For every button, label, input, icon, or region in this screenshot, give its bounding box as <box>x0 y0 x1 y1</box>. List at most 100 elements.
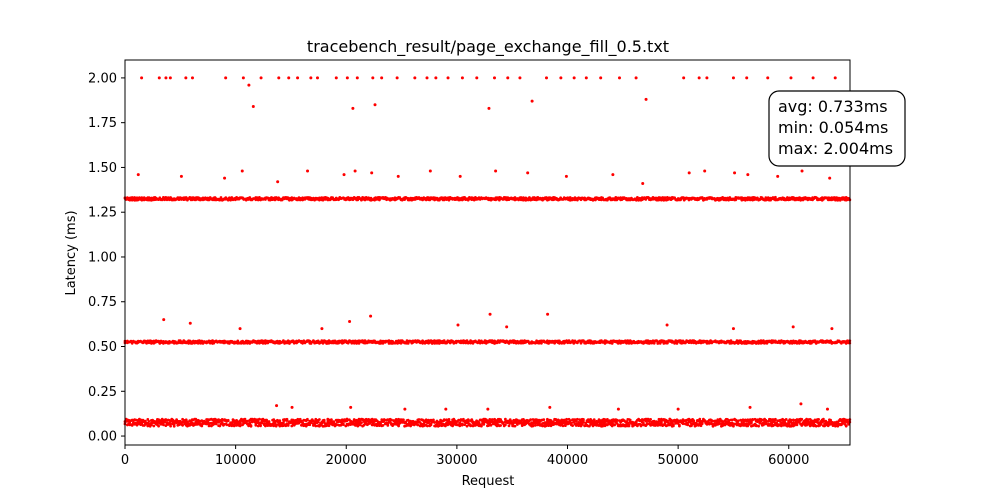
data-point <box>353 169 357 173</box>
y-tick-label: 0.25 <box>88 385 117 400</box>
data-point <box>800 169 804 173</box>
y-tick-label: 1.50 <box>88 161 117 176</box>
data-point <box>296 76 300 80</box>
x-tick-label: 40000 <box>547 453 588 468</box>
data-point <box>342 173 346 177</box>
stats-box: avg: 0.733ms min: 0.054ms max: 2.004ms <box>768 90 906 167</box>
data-point <box>396 174 400 178</box>
data-point <box>348 319 352 323</box>
data-point <box>446 76 450 80</box>
chart-title: tracebench_result/page_exchange_fill_0.5… <box>307 37 669 57</box>
data-point <box>546 312 550 316</box>
data-point <box>320 327 324 331</box>
data-point <box>190 76 194 80</box>
data-point <box>746 173 750 177</box>
data-point <box>745 76 749 80</box>
data-point <box>460 76 464 80</box>
data-points <box>123 76 852 428</box>
data-point <box>505 325 509 329</box>
data-point <box>584 76 588 80</box>
data-point <box>766 76 770 80</box>
y-axis: 0.00 0.25 0.50 0.75 1.00 1.25 1.50 1.75 2.00 <box>88 71 125 445</box>
data-point <box>475 76 479 80</box>
data-point <box>676 407 680 411</box>
data-point <box>349 405 353 409</box>
data-point <box>828 176 832 180</box>
data-point <box>665 323 669 327</box>
data-point <box>564 174 568 178</box>
data-point <box>184 76 188 80</box>
data-point <box>458 174 462 178</box>
plot-frame <box>124 59 851 446</box>
stats-box-frame <box>768 90 906 167</box>
data-point <box>369 314 373 318</box>
data-point <box>825 407 829 411</box>
y-axis-label: Latency (ms) <box>64 210 79 295</box>
stats-avg: avg: 0.733ms <box>778 97 888 116</box>
y-tick-label: 0.00 <box>88 430 117 445</box>
data-point <box>731 327 735 331</box>
plot-background <box>125 60 850 445</box>
x-tick-label: 60000 <box>768 453 809 468</box>
data-point <box>179 174 183 178</box>
data-point <box>444 407 448 411</box>
data-point <box>530 99 534 103</box>
data-point <box>136 173 140 177</box>
y-tick-label: 1.25 <box>88 206 117 221</box>
data-point <box>188 321 192 325</box>
data-point <box>247 83 251 87</box>
data-point <box>315 76 319 80</box>
data-point <box>611 173 615 177</box>
data-point <box>697 76 701 80</box>
data-point <box>634 76 638 80</box>
data-point <box>309 76 313 80</box>
plot-area <box>123 59 852 446</box>
data-point <box>830 327 834 331</box>
x-tick-label: 0 <box>121 453 129 468</box>
x-tick-label: 20000 <box>326 453 367 468</box>
data-point <box>259 76 263 80</box>
data-point <box>518 76 522 80</box>
stats-max: max: 2.004ms <box>778 139 893 158</box>
data-point <box>380 76 384 80</box>
data-point <box>241 76 245 80</box>
data-point <box>371 76 375 80</box>
data-point <box>544 76 548 80</box>
data-point <box>306 169 310 173</box>
data-point <box>334 76 338 80</box>
data-point <box>703 169 707 173</box>
data-point <box>428 169 432 173</box>
data-point <box>682 76 686 80</box>
x-axis: 0 10000 20000 30000 40000 50000 60000 <box>121 445 809 468</box>
data-point <box>355 76 359 80</box>
data-point <box>799 402 803 406</box>
data-point <box>748 405 752 409</box>
data-point <box>494 169 498 173</box>
data-point <box>559 76 563 80</box>
data-point <box>276 180 280 184</box>
x-tick-label: 10000 <box>215 453 256 468</box>
data-point <box>506 76 510 80</box>
y-tick-label: 0.50 <box>88 340 117 355</box>
y-tick-label: 0.75 <box>88 295 117 310</box>
data-point <box>572 76 576 80</box>
data-point <box>733 171 737 175</box>
data-point <box>791 325 795 329</box>
data-point <box>776 174 780 178</box>
data-point <box>641 182 645 186</box>
data-point <box>488 312 492 316</box>
data-point <box>811 76 815 80</box>
data-point <box>164 76 168 80</box>
data-point <box>240 169 244 173</box>
y-tick-label: 2.00 <box>88 71 117 86</box>
data-point <box>224 76 228 80</box>
data-point <box>395 76 399 80</box>
data-point <box>277 76 281 80</box>
stats-min: min: 0.054ms <box>778 118 888 137</box>
data-point <box>140 76 144 80</box>
data-point <box>168 76 172 80</box>
data-point <box>238 327 242 331</box>
data-point <box>425 76 429 80</box>
data-point <box>486 407 490 411</box>
